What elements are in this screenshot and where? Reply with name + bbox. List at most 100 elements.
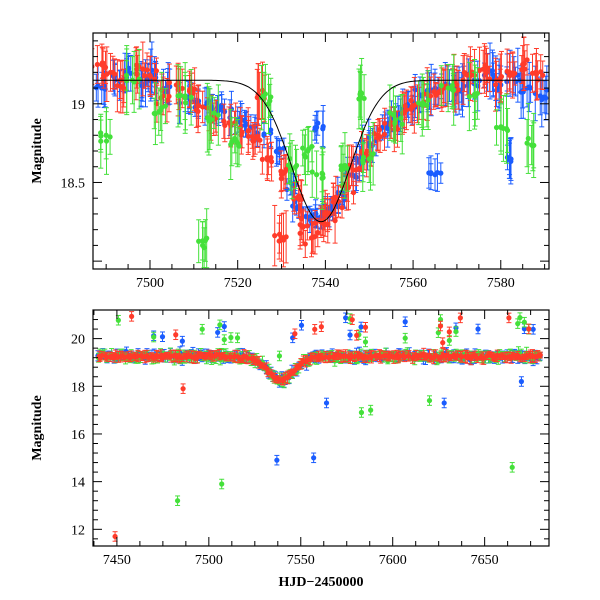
data-point: [438, 170, 444, 176]
data-point: [481, 65, 488, 72]
data-point: [344, 185, 350, 192]
green-point: [360, 141, 367, 173]
red-point: [195, 89, 201, 134]
data-point: [524, 57, 530, 63]
data-point: [362, 339, 369, 345]
model-curve: [93, 79, 549, 223]
red-point: [238, 115, 244, 155]
data-point: [335, 190, 341, 196]
green-point: [398, 94, 404, 142]
data-point: [315, 229, 321, 236]
data-point: [445, 85, 451, 91]
data-point: [158, 107, 164, 113]
data-point: [382, 120, 388, 126]
red-point: [533, 47, 540, 101]
data-point: [245, 133, 251, 139]
green-point: [123, 60, 130, 91]
data-point: [343, 315, 349, 321]
data-point: [98, 133, 104, 139]
data-point: [280, 237, 287, 243]
bottom-panel: 7450 7500 7550 7600 76501214161820MagnitudeH…: [30, 309, 550, 590]
red-point: [268, 147, 274, 168]
red-point: [382, 107, 388, 139]
blue-point: [298, 319, 305, 331]
green-point: [196, 219, 202, 264]
green-point: [474, 67, 480, 120]
x-tick-label: 7560: [399, 276, 427, 291]
data-point: [476, 67, 483, 73]
green-point: [359, 57, 365, 129]
red-point: [147, 55, 153, 98]
data-point: [259, 156, 265, 162]
red-point: [312, 210, 318, 237]
blue-point: [215, 327, 221, 338]
data-point: [390, 112, 397, 118]
green-point: [370, 122, 376, 186]
data-point: [107, 134, 113, 140]
blue-point: [438, 162, 444, 184]
data-point: [401, 110, 407, 116]
data-point: [449, 82, 455, 89]
green-point: [367, 126, 374, 191]
data-point: [347, 332, 353, 338]
data-point: [102, 64, 109, 70]
data-point: [215, 329, 221, 336]
data-point: [233, 138, 239, 144]
data-point: [144, 67, 150, 73]
green-point: [211, 97, 217, 129]
green-point: [199, 323, 205, 335]
red-point: [111, 58, 118, 90]
green-point: [175, 64, 181, 128]
data-point: [312, 127, 318, 133]
red-point: [120, 59, 126, 114]
data-point: [376, 127, 383, 133]
data-point: [133, 71, 139, 77]
data-point: [204, 100, 210, 106]
red-point: [249, 124, 255, 149]
data-point: [425, 97, 431, 103]
data-point: [261, 131, 267, 137]
data-point: [531, 142, 537, 148]
red-point: [504, 48, 510, 95]
red-point: [283, 210, 289, 264]
data-point: [367, 155, 374, 161]
data-point: [500, 125, 507, 132]
blue-point: [432, 158, 438, 191]
data-point: [364, 148, 370, 154]
data-point: [229, 139, 235, 145]
data-point: [309, 169, 315, 175]
data-point: [493, 124, 500, 131]
blue-point: [343, 312, 349, 324]
green-point: [531, 122, 537, 169]
green-point: [338, 145, 344, 194]
data-point: [377, 134, 383, 140]
data-point: [290, 335, 296, 341]
red-point: [196, 84, 202, 127]
blue-point: [428, 163, 434, 184]
green-point: [402, 332, 408, 344]
red-point: [114, 59, 120, 113]
data-point: [504, 68, 510, 74]
data-point: [526, 84, 532, 90]
data-point: [309, 143, 315, 150]
data-point: [398, 115, 404, 121]
green-point: [309, 130, 315, 163]
data-point: [510, 70, 516, 76]
data-point: [104, 71, 110, 77]
green-point: [472, 64, 478, 127]
green-point: [228, 332, 234, 343]
data-point: [358, 324, 364, 330]
green-point: [525, 103, 531, 174]
data-point: [521, 61, 527, 67]
green-point: [524, 119, 530, 168]
data-point: [94, 61, 100, 68]
green-point: [362, 336, 369, 348]
blue-point: [402, 316, 408, 327]
green-point: [188, 68, 194, 126]
blue-point: [315, 110, 321, 136]
red-point: [272, 204, 278, 267]
data-point: [338, 166, 344, 173]
red-point: [540, 60, 546, 90]
data-point: [360, 154, 367, 161]
green-point: [202, 219, 208, 262]
